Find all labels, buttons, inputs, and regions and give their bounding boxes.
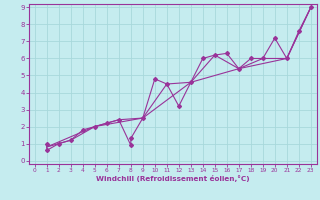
X-axis label: Windchill (Refroidissement éolien,°C): Windchill (Refroidissement éolien,°C) (96, 175, 250, 182)
